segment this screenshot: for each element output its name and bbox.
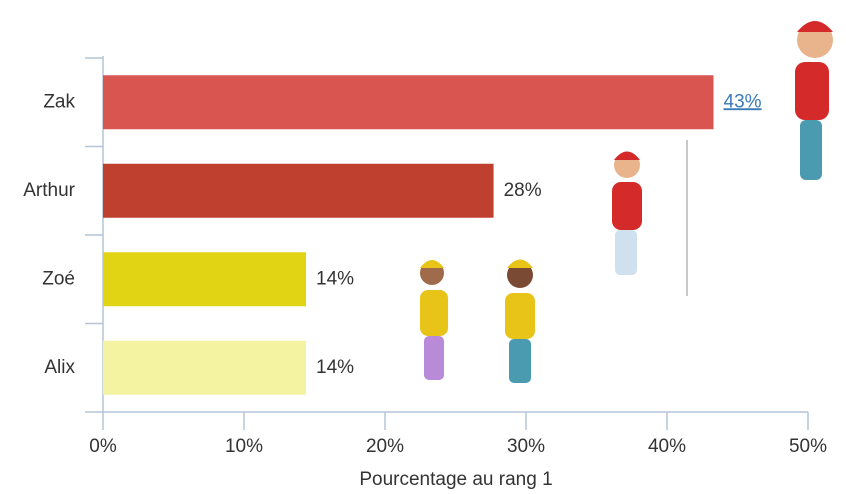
- x-tick-label: 40%: [648, 436, 686, 457]
- x-tick-label: 20%: [366, 436, 404, 457]
- value-label: 28%: [504, 180, 542, 201]
- x-tick-label: 10%: [225, 436, 263, 457]
- value-label[interactable]: 43%: [724, 91, 762, 112]
- y-tick-label: Zoé: [42, 268, 75, 289]
- x-tick-label: 50%: [789, 436, 827, 457]
- y-tick-label: Zak: [43, 91, 75, 112]
- y-tick-label: Alix: [44, 357, 75, 378]
- value-label: 14%: [316, 357, 354, 378]
- bar: [103, 75, 714, 130]
- bar: [103, 252, 307, 307]
- character-illustration: [420, 21, 833, 383]
- x-axis-title: Pourcentage au rang 1: [359, 469, 552, 490]
- bar: [103, 163, 494, 218]
- y-tick-label: Arthur: [23, 180, 75, 201]
- bar: [103, 340, 307, 395]
- x-tick-label: 0%: [89, 436, 117, 457]
- x-tick-label: 30%: [507, 436, 545, 457]
- value-label: 14%: [316, 268, 354, 289]
